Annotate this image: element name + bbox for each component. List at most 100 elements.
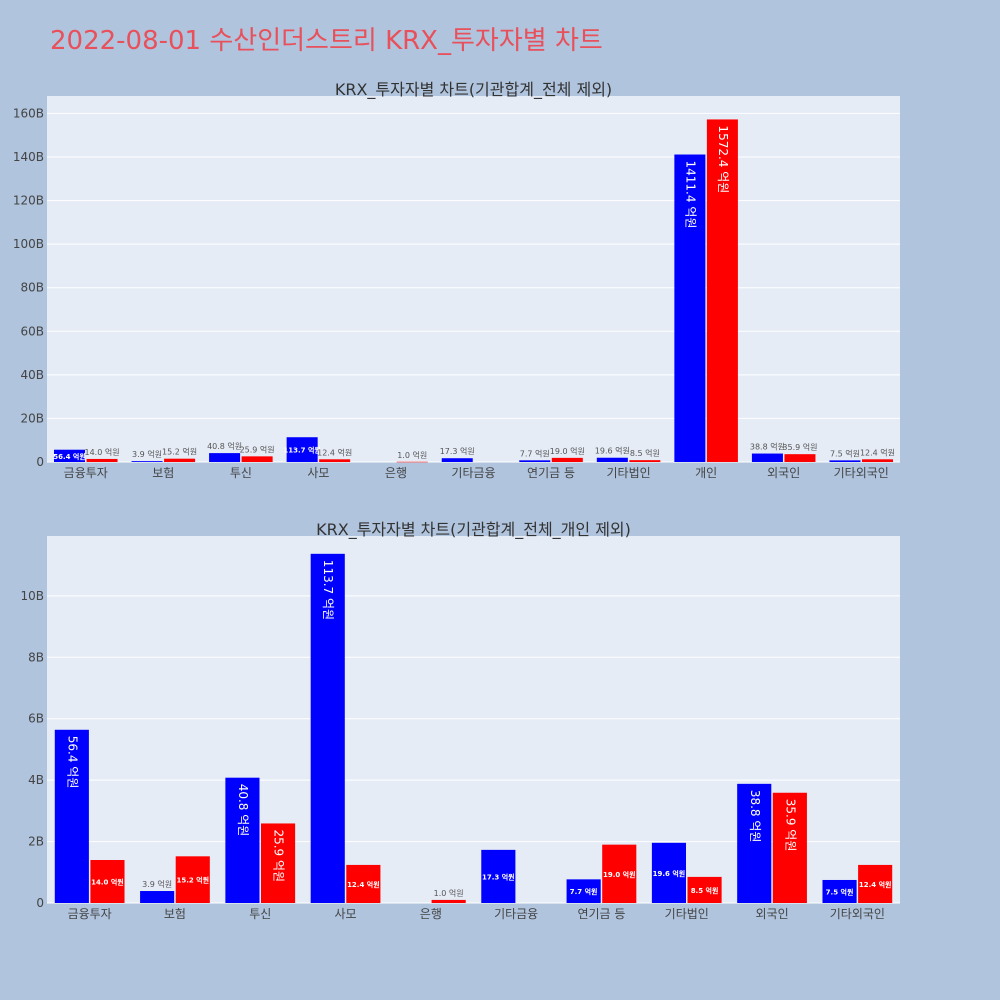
bar-label: 25.9 억원 bbox=[240, 444, 275, 454]
bar-label: 1411.4 억원 bbox=[683, 161, 697, 229]
y-tick-label: 0 bbox=[36, 896, 44, 910]
bar-label: 56.4 억원 bbox=[65, 736, 79, 789]
bar-label: 19.6 억원 bbox=[595, 446, 630, 456]
chart-2: 0 2B 4B 6B 8B 10B KRX_투자자별 차트(기관합계_전체_개인 제외) 금융… bbox=[20, 520, 900, 921]
y-tick-label: 10B bbox=[20, 589, 44, 603]
bar-label: 14.0 억원 bbox=[91, 878, 124, 887]
bar-label: 12.4 억원 bbox=[860, 447, 895, 457]
bar bbox=[86, 458, 118, 462]
y-tick-label: 8B bbox=[28, 650, 44, 664]
bar-label: 15.2 억원 bbox=[162, 447, 197, 457]
bar bbox=[861, 459, 893, 462]
y-tick-label: 60B bbox=[20, 324, 44, 338]
bar bbox=[286, 437, 318, 462]
bar-label: 113.7 억원 bbox=[283, 446, 320, 455]
x-tick-label: 사모 bbox=[307, 466, 329, 480]
bar bbox=[551, 457, 583, 462]
bar-label: 14.0 억원 bbox=[84, 447, 119, 457]
x-tick-label: 금융투자 bbox=[68, 907, 112, 921]
bar bbox=[164, 458, 196, 462]
bar-label: 113.7 억원 bbox=[321, 560, 335, 620]
bar bbox=[54, 729, 89, 903]
x-tick-label: 개인 bbox=[695, 466, 717, 480]
bar bbox=[858, 864, 893, 903]
y-tick-label: 0 bbox=[36, 455, 44, 469]
bar-label: 19.0 억원 bbox=[550, 446, 585, 456]
bar-label: 40.8 억원 bbox=[207, 441, 242, 451]
x-tick-label: 금융투자 bbox=[64, 466, 108, 480]
bar bbox=[674, 154, 706, 463]
bar bbox=[90, 860, 125, 903]
x-tick-label: 투신 bbox=[230, 466, 252, 480]
bar bbox=[784, 454, 816, 462]
bar-label: 7.7 억원 bbox=[570, 887, 598, 896]
y-tick-label: 120B bbox=[13, 194, 44, 208]
y-tick-label: 20B bbox=[20, 411, 44, 425]
bar-label: 38.8 억원 bbox=[750, 442, 785, 452]
chart-title: KRX_투자자별 차트(기관합계_전체_개인 제외) bbox=[316, 520, 631, 540]
y-tick-label: 80B bbox=[20, 281, 44, 295]
bar-label: 12.4 억원 bbox=[317, 447, 352, 457]
bar bbox=[629, 460, 661, 462]
x-tick-label: 투신 bbox=[249, 907, 271, 921]
bar-label: 56.4 억원 bbox=[53, 452, 86, 461]
x-tick-label: 기타법인 bbox=[607, 466, 651, 480]
bar-label: 19.0 억원 bbox=[603, 870, 636, 879]
chart-1: 0 20B 40B 60B 80B 100B 120B 140B 160B KRX_투자자별 차트… bbox=[13, 80, 900, 480]
bar-label: 1.0 억원 bbox=[434, 888, 464, 898]
bar-label: 8.5 억원 bbox=[630, 448, 660, 458]
bar bbox=[319, 459, 351, 462]
bar-label: 17.3 억원 bbox=[440, 446, 475, 456]
x-tick-label: 보험 bbox=[152, 466, 174, 480]
chart-title: KRX_투자자별 차트(기관합계_전체 제외) bbox=[335, 80, 612, 100]
plot-area bbox=[47, 96, 900, 462]
bar bbox=[140, 891, 175, 903]
bar-label: 25.9 억원 bbox=[272, 829, 286, 882]
bar bbox=[241, 456, 273, 462]
bar-label: 38.8 억원 bbox=[748, 790, 762, 843]
bar bbox=[175, 856, 210, 903]
x-tick-label: 연기금 등 bbox=[577, 907, 625, 921]
bar bbox=[346, 864, 381, 903]
bar-label: 17.3 억원 bbox=[482, 872, 515, 881]
bar-label: 12.4 억원 bbox=[347, 880, 380, 889]
bar bbox=[751, 453, 783, 462]
bar bbox=[225, 777, 260, 903]
bar bbox=[261, 823, 296, 903]
bar bbox=[602, 844, 637, 903]
y-tick-label: 4B bbox=[28, 773, 44, 787]
bar-label: 19.6 억원 bbox=[653, 869, 686, 878]
bar bbox=[431, 899, 466, 903]
bar-label: 7.7 억원 bbox=[520, 448, 550, 458]
bar bbox=[829, 460, 861, 462]
bar bbox=[651, 842, 686, 903]
bar bbox=[822, 879, 857, 903]
bar bbox=[209, 453, 241, 462]
x-tick-label: 기타법인 bbox=[665, 907, 709, 921]
bar bbox=[310, 553, 345, 903]
plot-area bbox=[47, 536, 900, 903]
x-tick-label: 보험 bbox=[164, 907, 186, 921]
x-tick-label: 기타외국인 bbox=[830, 907, 885, 921]
bar bbox=[519, 460, 551, 462]
x-tick-label: 기타금융 bbox=[451, 466, 495, 480]
x-tick-label: 은행 bbox=[385, 465, 407, 480]
x-tick-label: 기타외국인 bbox=[834, 466, 889, 480]
y-tick-label: 40B bbox=[20, 368, 44, 382]
page-title: 2022-08-01 수산인더스트리 KRX_투자자별 차트 bbox=[50, 26, 603, 56]
bar bbox=[131, 461, 163, 462]
bar bbox=[687, 876, 722, 903]
bar-label: 1.0 억원 bbox=[397, 450, 427, 460]
bar-label: 40.8 억원 bbox=[236, 784, 250, 837]
y-tick-label: 100B bbox=[13, 237, 44, 251]
x-tick-label: 연기금 등 bbox=[527, 466, 575, 480]
bar bbox=[706, 119, 738, 462]
bar bbox=[772, 792, 807, 903]
bar bbox=[566, 879, 601, 903]
bar-label: 7.5 억원 bbox=[830, 448, 860, 458]
bar-label: 3.9 억원 bbox=[132, 449, 162, 459]
bar-label: 35.9 억원 bbox=[783, 799, 797, 852]
bar-label: 15.2 억원 bbox=[176, 876, 209, 885]
bar bbox=[441, 458, 473, 462]
